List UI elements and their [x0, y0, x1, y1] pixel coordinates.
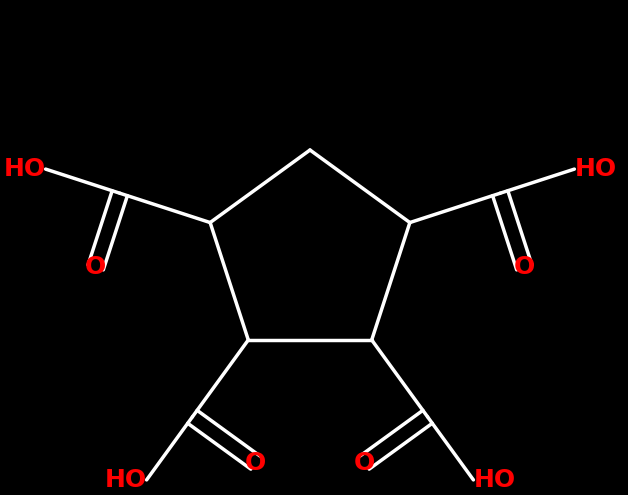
Text: O: O	[245, 450, 266, 475]
Text: O: O	[514, 255, 535, 279]
Text: O: O	[354, 450, 375, 475]
Text: HO: HO	[4, 157, 46, 181]
Text: O: O	[85, 255, 106, 279]
Text: HO: HO	[104, 468, 146, 492]
Text: HO: HO	[474, 468, 516, 492]
Text: HO: HO	[575, 157, 617, 181]
